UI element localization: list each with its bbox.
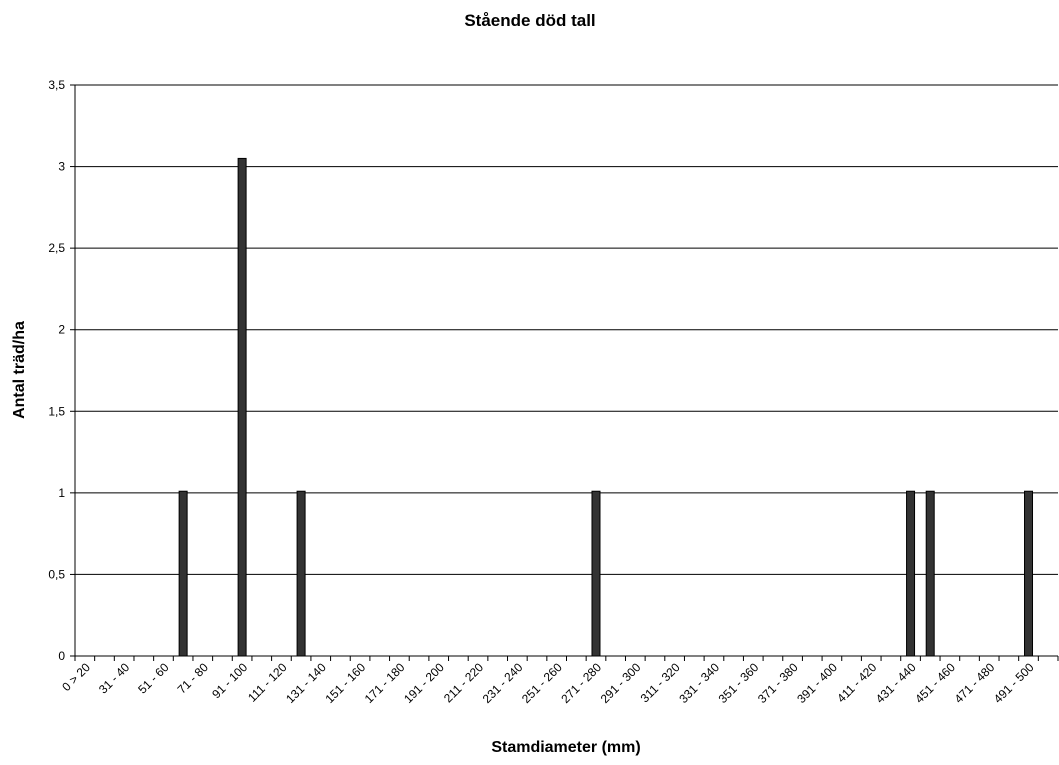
y-tick-label: 0 — [58, 649, 65, 663]
x-tick-label: 291 - 300 — [598, 660, 644, 706]
x-tick-label: 71 - 80 — [175, 660, 212, 697]
x-axis-label: Stamdiameter (mm) — [491, 739, 640, 756]
x-tick-label: 451 - 460 — [912, 660, 958, 706]
x-tick-label: 471 - 480 — [952, 660, 998, 706]
bar — [178, 490, 188, 657]
x-tick-label: 251 - 260 — [519, 660, 565, 706]
x-tick-label: 331 - 340 — [676, 660, 722, 706]
x-tick-label: 231 - 240 — [480, 660, 526, 706]
x-tick-label: 311 - 320 — [638, 660, 683, 705]
x-tick-label: 371 - 380 — [755, 660, 801, 706]
bar — [237, 157, 247, 657]
bar — [1024, 490, 1034, 657]
x-tick-label: 491 - 500 — [991, 660, 1037, 706]
x-tick-label: 391 - 400 — [794, 660, 840, 706]
x-tick-label: 111 - 120 — [245, 660, 290, 705]
y-tick-label: 3,5 — [48, 78, 65, 92]
x-tick-label: 51 - 60 — [135, 660, 172, 697]
x-tick-label: 171 - 180 — [362, 660, 408, 706]
y-tick-label: 2,5 — [48, 241, 65, 255]
x-tick-label: 191 - 200 — [401, 660, 447, 706]
y-tick-label: 3 — [58, 160, 65, 174]
x-tick-label: 411 - 420 — [834, 660, 879, 705]
y-tick-label: 1 — [58, 486, 65, 500]
x-tick-label: 211 - 220 — [441, 660, 486, 705]
y-axis-label: Antal träd/ha — [11, 321, 28, 419]
x-tick-label: 351 - 360 — [716, 660, 762, 706]
bar — [591, 490, 601, 657]
bar — [925, 490, 935, 657]
bar — [906, 490, 916, 657]
x-tick-label: 151 - 160 — [322, 660, 368, 706]
chart-title: Stående död tall — [464, 11, 595, 30]
y-tick-label: 1,5 — [48, 404, 65, 418]
x-tick-label: 271 - 280 — [558, 660, 604, 706]
x-tick-label: 0 > 20 — [59, 660, 93, 694]
y-tick-label: 2 — [58, 323, 65, 337]
x-tick-label: 31 - 40 — [96, 660, 133, 697]
x-tick-label: 431 - 440 — [873, 660, 919, 706]
x-tick-label: 131 - 140 — [283, 660, 329, 706]
y-tick-label: 0,5 — [48, 567, 65, 581]
bar — [296, 490, 306, 657]
